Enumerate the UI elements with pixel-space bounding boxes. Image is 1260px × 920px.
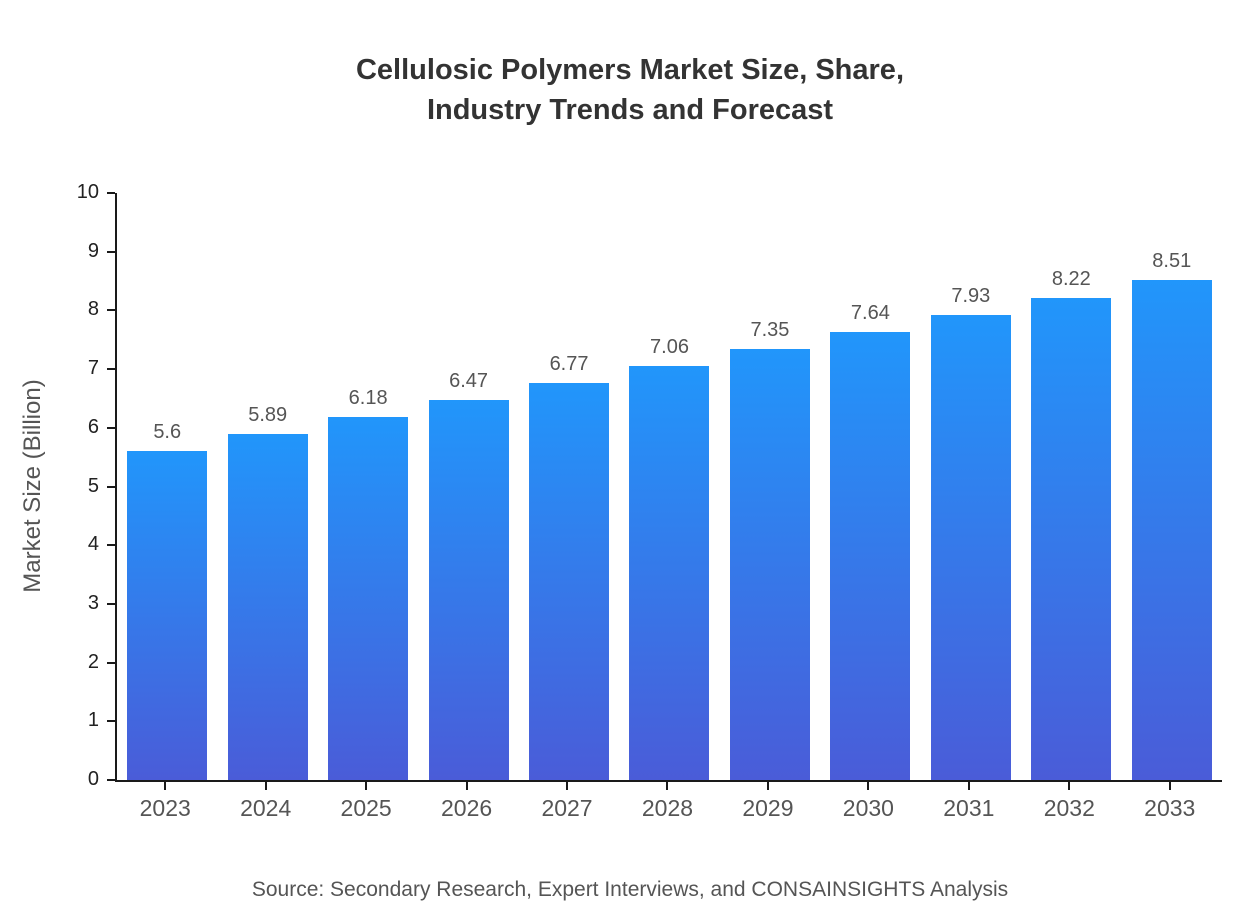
bar-column: 7.93 — [921, 193, 1021, 780]
bar-column: 7.64 — [820, 193, 920, 780]
x-tick-mark — [264, 782, 267, 790]
bar-column: 8.51 — [1122, 193, 1222, 780]
bar — [629, 365, 710, 780]
plot-area: 5.6 5.89 6.18 6.47 6.77 7.06 7.35 7.64 7.93 8.22 8… — [77, 181, 1222, 790]
y-tick-label: 10 — [76, 181, 99, 203]
bar-column: 6.47 — [419, 193, 519, 780]
y-tick-label: 4 — [87, 533, 99, 556]
bar-value-label: 7.06 — [650, 335, 689, 358]
y-tick-label: 6 — [87, 415, 99, 438]
bar-value-label: 6.77 — [549, 352, 589, 375]
y-tick-label: 3 — [87, 591, 99, 614]
bars-container: 5.6 5.89 6.18 6.47 6.77 7.06 7.35 7.64 7.93 8.22 8… — [117, 193, 1222, 780]
x-category-slot: 2023 — [115, 782, 215, 822]
bar — [227, 434, 308, 780]
x-category-slot: 2030 — [818, 782, 918, 822]
bar — [1031, 297, 1112, 780]
x-category-label: 2033 — [1144, 795, 1196, 821]
bar-value-label: 6.47 — [449, 370, 489, 393]
x-category-slot: 2032 — [1019, 782, 1119, 822]
x-category-label: 2031 — [943, 795, 995, 821]
x-category-slot: 2025 — [316, 782, 416, 822]
bar-column: 5.89 — [218, 193, 318, 780]
bar — [428, 400, 509, 780]
x-category-label: 2028 — [641, 795, 694, 821]
bar-column: 8.22 — [1021, 193, 1121, 780]
y-tick-mark — [107, 485, 115, 488]
bar-value-label: 5.89 — [248, 404, 288, 427]
x-category-slot: 2024 — [216, 782, 316, 822]
y-tick-label: 2 — [87, 650, 99, 673]
x-category-label: 2026 — [440, 795, 493, 821]
x-category-label: 2025 — [340, 795, 392, 821]
x-tick-mark — [1168, 782, 1171, 790]
y-tick-label: 8 — [87, 298, 99, 321]
x-category-slot: 2033 — [1120, 782, 1220, 822]
x-tick-mark — [766, 782, 769, 790]
x-tick-mark — [867, 782, 870, 790]
x-tick-mark — [1068, 782, 1071, 790]
y-tick-label: 7 — [87, 357, 99, 380]
chart-title-line2: Industry Trends and Forecast — [426, 94, 834, 126]
bar-column: 6.18 — [318, 193, 418, 780]
y-tick-mark — [107, 192, 115, 194]
y-tick-label: 0 — [87, 768, 99, 790]
x-axis-labels: 2023 2024 2025 2026 2027 2028 2029 2030 2031 2032… — [115, 782, 1220, 822]
bar — [127, 451, 208, 780]
x-category-slot: 2027 — [517, 782, 617, 822]
chart-title: Cellulosic Polymers Market Size, Share, … — [0, 50, 1260, 130]
bar — [930, 314, 1011, 780]
bar-value-label: 8.22 — [1051, 267, 1091, 290]
bar-column: 5.6 — [117, 193, 217, 780]
bar — [529, 382, 610, 780]
x-category-label: 2030 — [842, 795, 894, 821]
y-tick-label: 9 — [87, 239, 99, 262]
bar-value-label: 8.51 — [1152, 250, 1192, 273]
bar-value-label: 5.6 — [153, 421, 182, 444]
x-tick-mark — [967, 782, 970, 790]
bar — [328, 417, 409, 780]
y-tick-mark — [107, 661, 115, 664]
x-category-label: 2023 — [139, 795, 191, 821]
x-tick-mark — [164, 782, 167, 790]
y-tick-mark — [107, 544, 115, 547]
x-category-slot: 2028 — [617, 782, 717, 822]
x-category-label: 2029 — [742, 795, 794, 821]
x-category-slot: 2026 — [417, 782, 517, 822]
y-tick-mark — [107, 309, 115, 312]
x-tick-mark — [465, 782, 468, 790]
bar-value-label: 7.93 — [951, 284, 991, 307]
bar — [729, 348, 810, 780]
x-category-label: 2024 — [240, 795, 292, 821]
y-tick-mark — [107, 720, 115, 723]
source-note: Source: Secondary Research, Expert Inter… — [251, 878, 1009, 901]
y-tick-mark — [107, 779, 115, 781]
y-tick-mark — [107, 368, 115, 371]
y-tick-mark — [107, 426, 115, 429]
bar-column: 6.77 — [519, 193, 619, 780]
x-tick-mark — [365, 782, 368, 790]
y-tick-label: 1 — [87, 709, 99, 732]
bar-value-label: 7.35 — [750, 318, 790, 341]
bar — [1131, 280, 1212, 780]
bar-column: 7.06 — [619, 193, 719, 780]
bar-column: 7.35 — [720, 193, 820, 780]
y-tick-label: 5 — [87, 474, 99, 497]
x-tick-mark — [666, 782, 669, 790]
x-category-label: 2027 — [541, 795, 593, 821]
bar-value-label: 6.18 — [348, 387, 388, 410]
x-category-slot: 2031 — [919, 782, 1019, 822]
y-axis-label: Market Size (Billion) — [19, 379, 46, 593]
y-tick-mark — [107, 250, 115, 253]
chart-title-line1: Cellulosic Polymers Market Size, Share, — [355, 54, 904, 86]
bar-value-label: 7.64 — [850, 301, 890, 324]
y-tick-mark — [107, 602, 115, 605]
bar — [830, 331, 911, 780]
x-category-slot: 2029 — [718, 782, 818, 822]
x-category-label: 2032 — [1043, 795, 1095, 821]
x-tick-mark — [566, 782, 569, 790]
